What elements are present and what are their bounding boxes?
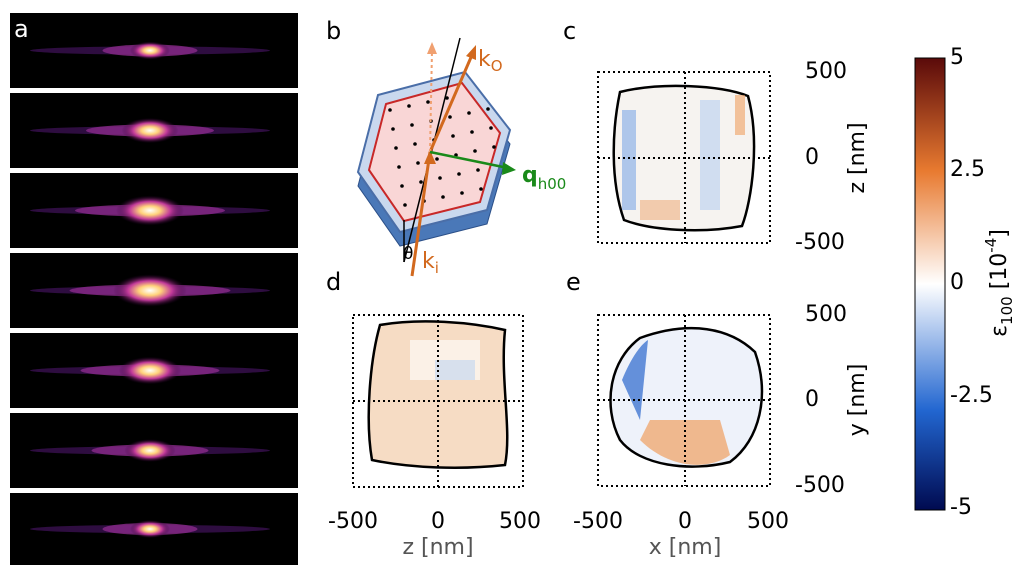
- lattice-dot: [445, 96, 449, 100]
- x-axis-label: z [nm]: [402, 535, 473, 560]
- colorbar-tick-label: 0: [950, 270, 964, 295]
- lattice-dot: [457, 172, 461, 176]
- lattice-dot: [394, 146, 398, 150]
- lattice-dot: [448, 115, 452, 119]
- colorbar-label: ε100 [10-4]: [982, 229, 1016, 337]
- lattice-dot: [486, 107, 490, 111]
- lattice-dot: [426, 100, 430, 104]
- lattice-dot: [435, 157, 439, 161]
- k-in-label: ki: [422, 249, 439, 277]
- colorbar-tick-label: -5: [950, 495, 972, 520]
- panel-label: c: [563, 17, 576, 45]
- strain-map-e: [597, 314, 771, 487]
- colorbar-tick-label: 5: [950, 45, 964, 70]
- lattice-dot: [489, 126, 493, 130]
- x-tick-label: 0: [678, 509, 692, 534]
- subscript: 100: [998, 296, 1016, 325]
- lattice-dot: [419, 180, 423, 184]
- lattice-dot: [410, 123, 414, 127]
- y-tick-label: -500: [795, 473, 845, 498]
- panel-label: d: [326, 268, 341, 296]
- lattice-dot: [413, 142, 417, 146]
- lattice-dot: [470, 130, 474, 134]
- lattice-dot: [441, 195, 445, 199]
- y-tick-label: 0: [805, 145, 819, 170]
- strain-map-c: [597, 71, 771, 244]
- strain-map-d: [352, 314, 524, 488]
- lattice-dot: [473, 149, 477, 153]
- y-tick-label: 500: [805, 59, 847, 84]
- colorbar-tick-label: -2.5: [950, 383, 993, 408]
- symbol: q: [522, 163, 538, 188]
- subscript: h00: [538, 175, 567, 193]
- x-axis-label: x [nm]: [649, 535, 722, 560]
- lattice-dot: [403, 203, 407, 207]
- peak: [130, 41, 170, 60]
- colorbar-tick-label: 2.5: [950, 157, 985, 182]
- lattice-dot: [407, 104, 411, 108]
- x-tick-label: -500: [573, 509, 623, 534]
- diffraction-strips: [10, 13, 298, 565]
- unit: ]: [987, 229, 1012, 238]
- lattice-dot: [460, 191, 464, 195]
- symbol: k: [478, 47, 491, 72]
- x-tick-label: 500: [747, 509, 789, 534]
- q-label: qh00: [522, 163, 566, 193]
- panel-label: a: [14, 15, 29, 43]
- y-tick-label: 0: [805, 387, 819, 412]
- lattice-dot: [467, 111, 471, 115]
- crystal-diagram: [356, 37, 516, 277]
- panel-label: b: [326, 17, 341, 45]
- colorbar: [914, 57, 946, 511]
- theta-label: θ: [403, 244, 413, 264]
- lattice-dot: [492, 145, 496, 149]
- x-tick-label: 500: [499, 509, 541, 534]
- lattice-dot: [479, 187, 483, 191]
- lattice-dot: [388, 108, 392, 112]
- peak: [116, 195, 184, 226]
- peak: [118, 356, 182, 385]
- unit: [10: [987, 253, 1012, 297]
- lattice-dot: [438, 176, 442, 180]
- subscript: O: [491, 57, 503, 75]
- lattice-dot: [397, 165, 401, 169]
- subscript: i: [435, 259, 439, 277]
- symbol: k: [422, 249, 435, 274]
- lattice-dot: [400, 184, 404, 188]
- lattice-dot: [476, 168, 480, 172]
- x-tick-label: -500: [328, 509, 378, 534]
- exponent: -4: [982, 238, 1000, 253]
- k-out-label: kO: [478, 47, 503, 75]
- x-tick-label: 0: [431, 509, 445, 534]
- symbol: ε: [987, 325, 1012, 337]
- y-axis-label: z [nm]: [845, 122, 870, 193]
- lattice-dot: [416, 161, 420, 165]
- y-tick-label: -500: [795, 230, 845, 255]
- lattice-dot: [451, 134, 455, 138]
- peak: [124, 439, 176, 462]
- peak: [113, 274, 187, 307]
- panel-label: e: [566, 268, 581, 296]
- lattice-dot: [391, 127, 395, 131]
- peak: [121, 117, 179, 144]
- y-tick-label: 500: [805, 302, 847, 327]
- y-axis-label: y [nm]: [845, 364, 870, 437]
- peak: [130, 520, 170, 538]
